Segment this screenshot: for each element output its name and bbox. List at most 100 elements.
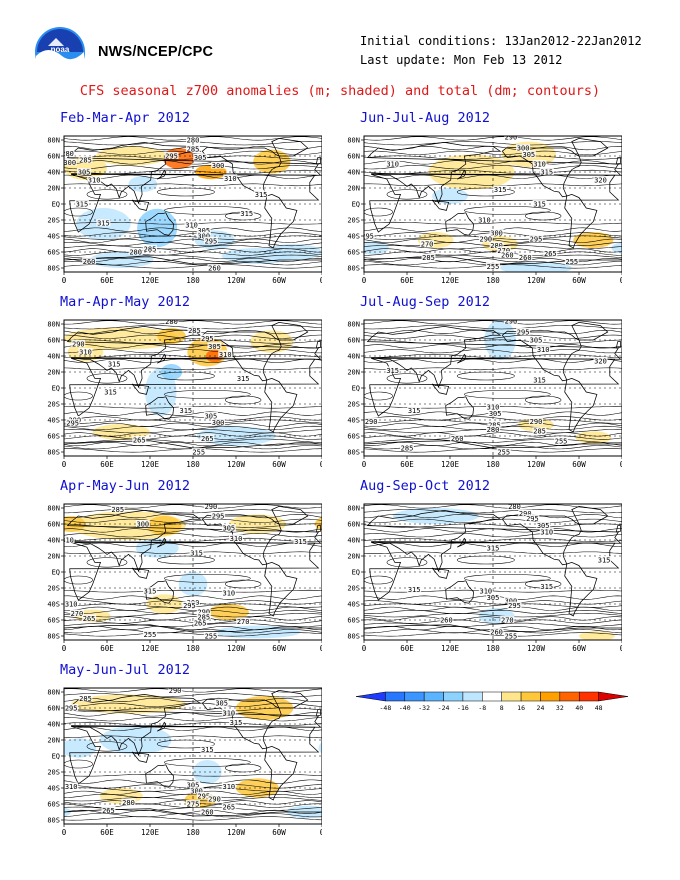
- coastline: [264, 377, 298, 433]
- contour-label: 265: [133, 437, 146, 445]
- contour-label: 315: [230, 719, 243, 727]
- contour-line: [364, 518, 622, 523]
- lat-tick-label: 60N: [347, 153, 360, 161]
- anomaly-shade: [144, 368, 177, 416]
- contour-label: 300: [212, 419, 225, 427]
- contour-line: [364, 575, 393, 585]
- contour-label: 260: [201, 809, 214, 817]
- anomaly-shade: [432, 188, 468, 204]
- lat-tick-label: 20N: [47, 185, 60, 193]
- lat-tick-label: 20S: [347, 401, 360, 409]
- contour-label: 265: [194, 620, 207, 628]
- contour-label: 265: [83, 615, 96, 623]
- anomaly-shade: [40, 626, 43, 639]
- lat-tick-label: EQ: [52, 385, 60, 393]
- lon-tick-label: 0: [62, 644, 67, 653]
- contour-line: [524, 211, 562, 221]
- contour-label: 285: [111, 506, 124, 514]
- anomaly-shade: [611, 242, 622, 254]
- lat-tick-label: 20N: [47, 369, 60, 377]
- lat-tick-label: 20S: [47, 217, 60, 225]
- lon-tick-label: 180: [186, 460, 200, 469]
- colorbar-swatch: [404, 691, 425, 702]
- contour-label: 305: [487, 594, 500, 602]
- coastline: [145, 212, 174, 236]
- lat-tick-label: 60N: [347, 521, 360, 529]
- contour-line: [64, 609, 322, 615]
- lat-tick-label: 80N: [47, 505, 60, 513]
- lat-tick-label: EQ: [352, 385, 360, 393]
- contour-label: 290: [169, 687, 182, 695]
- lat-tick-label: 20S: [47, 769, 60, 777]
- panel-title-2: Jun-Jul-Aug 2012: [360, 110, 491, 126]
- lon-tick-label: 120E: [141, 644, 160, 653]
- lat-tick-label: 40N: [47, 721, 60, 729]
- contour-line: [364, 258, 622, 263]
- contour-line: [64, 773, 322, 777]
- contour-label: 285: [144, 245, 157, 253]
- contour-label: 255: [192, 449, 205, 457]
- contour-label: 310: [185, 221, 198, 229]
- coastline: [156, 537, 167, 548]
- lat-tick-label: 80N: [47, 321, 60, 329]
- contour-label: 280: [61, 150, 74, 158]
- coastline: [615, 341, 621, 349]
- contour-line: [224, 763, 262, 773]
- lat-tick-label: 60N: [47, 153, 60, 161]
- contour-label: 315: [408, 407, 421, 415]
- contour-label: 255: [205, 633, 218, 641]
- lat-tick-label: 20S: [347, 217, 360, 225]
- contour-line: [64, 344, 322, 349]
- lon-tick-label: 60W: [572, 644, 586, 653]
- lat-tick-label: 80N: [347, 505, 360, 513]
- contour-label: 295: [165, 153, 178, 161]
- contour-label: 305: [205, 413, 218, 421]
- contour-line: [386, 373, 428, 384]
- coastline: [366, 510, 622, 573]
- contour-line: [64, 160, 322, 165]
- colorbar-swatch: [578, 691, 599, 702]
- coastline: [615, 157, 621, 165]
- contour-line: [64, 391, 93, 401]
- colorbar-swatch: [423, 691, 444, 702]
- contour-label: 290: [519, 510, 532, 518]
- contour-line: [386, 189, 428, 200]
- coastline: [445, 212, 474, 236]
- contour-label: 285: [187, 145, 200, 153]
- contour-line: [164, 574, 251, 583]
- lat-tick-label: 40N: [347, 353, 360, 361]
- color-scale-legend: -48 -40 -32 -24 -16 -8 8 16 24 32 40 48: [355, 691, 629, 712]
- coastline: [145, 580, 174, 604]
- coastline: [369, 174, 620, 233]
- coastline: [564, 377, 598, 433]
- lon-tick-label: 0: [320, 828, 322, 837]
- contour-line: [64, 227, 322, 232]
- contour-label: 280: [122, 799, 135, 807]
- coastline: [501, 330, 582, 382]
- contour-label: 305: [197, 227, 210, 235]
- contour-label: 290: [480, 236, 493, 244]
- lat-tick-label: 20S: [47, 585, 60, 593]
- contour-line: [64, 155, 322, 160]
- colorbar-label: 8: [500, 704, 504, 712]
- lon-tick-label: 180: [186, 276, 200, 285]
- coastline: [64, 256, 322, 272]
- contour-line: [464, 206, 551, 215]
- lat-tick-label: EQ: [52, 569, 60, 577]
- lon-tick-label: 60E: [100, 644, 114, 653]
- lon-tick-label: 120W: [227, 460, 246, 469]
- contour-line: [364, 613, 622, 618]
- lat-tick-label: 60S: [47, 801, 60, 809]
- lat-tick-label: EQ: [352, 201, 360, 209]
- coastline: [445, 396, 474, 420]
- lat-tick-label: 80S: [347, 449, 360, 457]
- contour-label: 255: [555, 437, 568, 445]
- contour-label: 300: [190, 788, 203, 796]
- contour-line: [364, 619, 622, 624]
- lon-tick-label: 0: [362, 644, 367, 653]
- lon-tick-label: 120E: [441, 276, 460, 285]
- lon-tick-label: 60W: [572, 276, 586, 285]
- panel-title-4: Jul-Aug-Sep 2012: [360, 294, 491, 310]
- contour-line: [64, 442, 322, 447]
